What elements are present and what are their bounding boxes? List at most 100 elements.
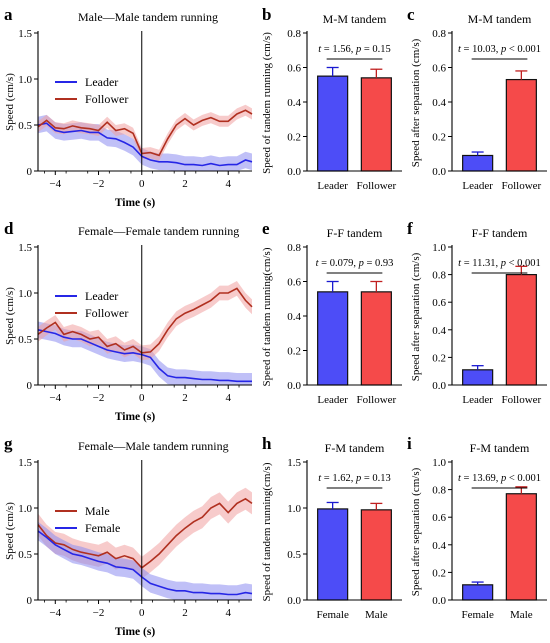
stat-value: 1.62 [332,473,350,484]
legend-label-follower: Follower [85,92,128,106]
bar-female [462,584,494,601]
y-tick-label: 0.6 [287,63,301,75]
stat-value: < 0.001 [509,473,541,484]
y-tick-label: 1.0 [287,503,301,515]
category-label: Follower [501,180,541,192]
y-axis-label: Speed after separation (cm/s) [410,467,422,596]
y-tick-label: 0.4 [432,97,446,109]
y-tick-label: 0.6 [432,63,446,75]
category-label: Female [316,609,348,621]
y-tick-label: 0.8 [287,28,301,40]
y-axis-label: Speed after separation (cm/s) [410,252,422,381]
y-tick-label: 0 [27,380,33,392]
legend-label-male: Male [85,504,110,518]
y-axis-label: Speed (cm/s) [4,287,16,345]
y-tick-label: 0.2 [432,352,446,364]
x-tick-label: −2 [93,607,105,619]
y-tick-label: 0.4 [432,540,446,552]
x-tick-label: 2 [182,607,188,619]
y-tick-label: 1.5 [18,242,32,254]
panel-e: e F-F tandem Leader Follower 0.0 0.2 0.4 0.6 0.8… [261,219,402,406]
x-axis-label: Time (s) [115,197,156,209]
category-label: Leader [317,180,348,192]
stat-value: 0.13 [372,473,390,484]
y-axis-label: Speed (cm/s) [4,502,16,560]
y-tick-label: 0.4 [287,97,301,109]
y-tick-label: 0.0 [287,166,301,178]
y-tick-label: 0 [27,595,33,607]
x-tick-label: −2 [93,392,105,404]
panel-title: Male—Male tandem running [78,10,218,24]
x-tick-label: 4 [225,607,231,619]
x-tick-label: −4 [49,607,61,619]
legend-label-follower: Follower [85,306,128,320]
y-tick-label: 0.5 [18,549,32,561]
panel-a: a Male—Male tandem running 0 0.5 1.0 1.5 −4 −2 0… [4,5,253,209]
y-tick-label: 0.5 [18,334,32,346]
y-axis-label: Speed of tandem running (cm/s) [261,32,273,174]
stat-annotation: t = 1.62, p = 0.13 [318,473,391,484]
panel-title: M-M tandem [323,12,387,26]
legend-label-leader: Leader [85,75,118,89]
stat-value: 0.93 [375,258,393,269]
y-tick-label: 0.2 [287,346,301,358]
category-label: Female [461,609,493,621]
stat-value: 10.03 [472,44,496,55]
y-tick-label: 1.5 [18,457,32,469]
y-tick-label: 1.0 [18,74,32,86]
category-label: Follower [356,394,396,406]
y-axis-label: Speed after separation (cm/s) [410,38,422,167]
y-tick-label: 0.5 [287,549,301,561]
y-axis-label: Speed (cm/s) [4,73,16,131]
y-tick-label: 0.8 [432,28,446,40]
bar-follower [505,78,537,172]
y-axis-label: Speed of tandem running(cm/s) [261,247,273,386]
y-tick-label: 1.0 [432,457,446,469]
x-tick-label: 2 [182,392,188,404]
x-axis-label: Time (s) [115,626,156,638]
y-tick-label: 1.5 [18,28,32,40]
x-tick-label: −4 [49,178,61,190]
stat-annotation: t = 0.079, p = 0.93 [316,258,394,269]
panel-title: F-M tandem [470,441,530,455]
stat-value: 11.31 [472,258,495,269]
panel-i: i F-M tandem Female Male 0.0 0.2 0.4 0.6 0.8 1.0 t… [407,434,547,621]
x-tick-label: 0 [139,607,145,619]
stat-annotation: t = 10.03, p < 0.001 [458,44,541,55]
stat-annotation: t = 11.31, p < 0.001 [458,258,541,269]
series-follower-line [37,287,253,354]
y-tick-label: 0.0 [432,380,446,392]
panel-h: h F-M tandem Female Male 0.0 0.5 1.0 1.5 t = 1.6… [261,434,402,621]
y-tick-label: 0.8 [432,270,446,282]
y-tick-label: 0.4 [432,325,446,337]
x-tick-label: 0 [139,392,145,404]
bar-leader [462,369,494,386]
y-tick-label: 1.0 [432,242,446,254]
y-tick-label: 0.2 [432,132,446,144]
y-tick-label: 0 [27,166,33,178]
panel-title: F-F tandem [327,226,383,240]
bar-male [360,509,392,601]
y-tick-label: 0.0 [287,595,301,607]
bar-leader [317,75,349,172]
series-follower-error-band [38,281,252,361]
panel-title: F-F tandem [472,226,528,240]
x-tick-label: −4 [49,392,61,404]
panel-title: Female—Female tandem running [78,224,239,238]
legend-label-female: Female [85,521,120,535]
y-axis-label: Speed of tandem running(cm/s) [261,462,273,601]
category-label: Leader [462,394,493,406]
y-tick-label: 0.0 [287,380,301,392]
panel-b: b M-M tandem Leader Follower 0.0 0.2 0.4 0.6 0.8… [261,5,402,192]
stat-value: 0.079 [330,258,354,269]
category-label: Leader [462,180,493,192]
panel-letter: e [262,219,270,238]
panel-g: g Female—Male tandem running 0 0.5 1.0 1.5 −4 −… [4,434,253,638]
bar-follower [360,291,392,386]
y-tick-label: 0.8 [432,485,446,497]
category-label: Leader [317,394,348,406]
y-tick-label: 1.0 [18,288,32,300]
category-label: Follower [356,180,396,192]
panel-c: c M-M tandem Leader Follower 0.0 0.2 0.4 0.6 0.8… [407,5,547,192]
bar-female [317,508,349,601]
